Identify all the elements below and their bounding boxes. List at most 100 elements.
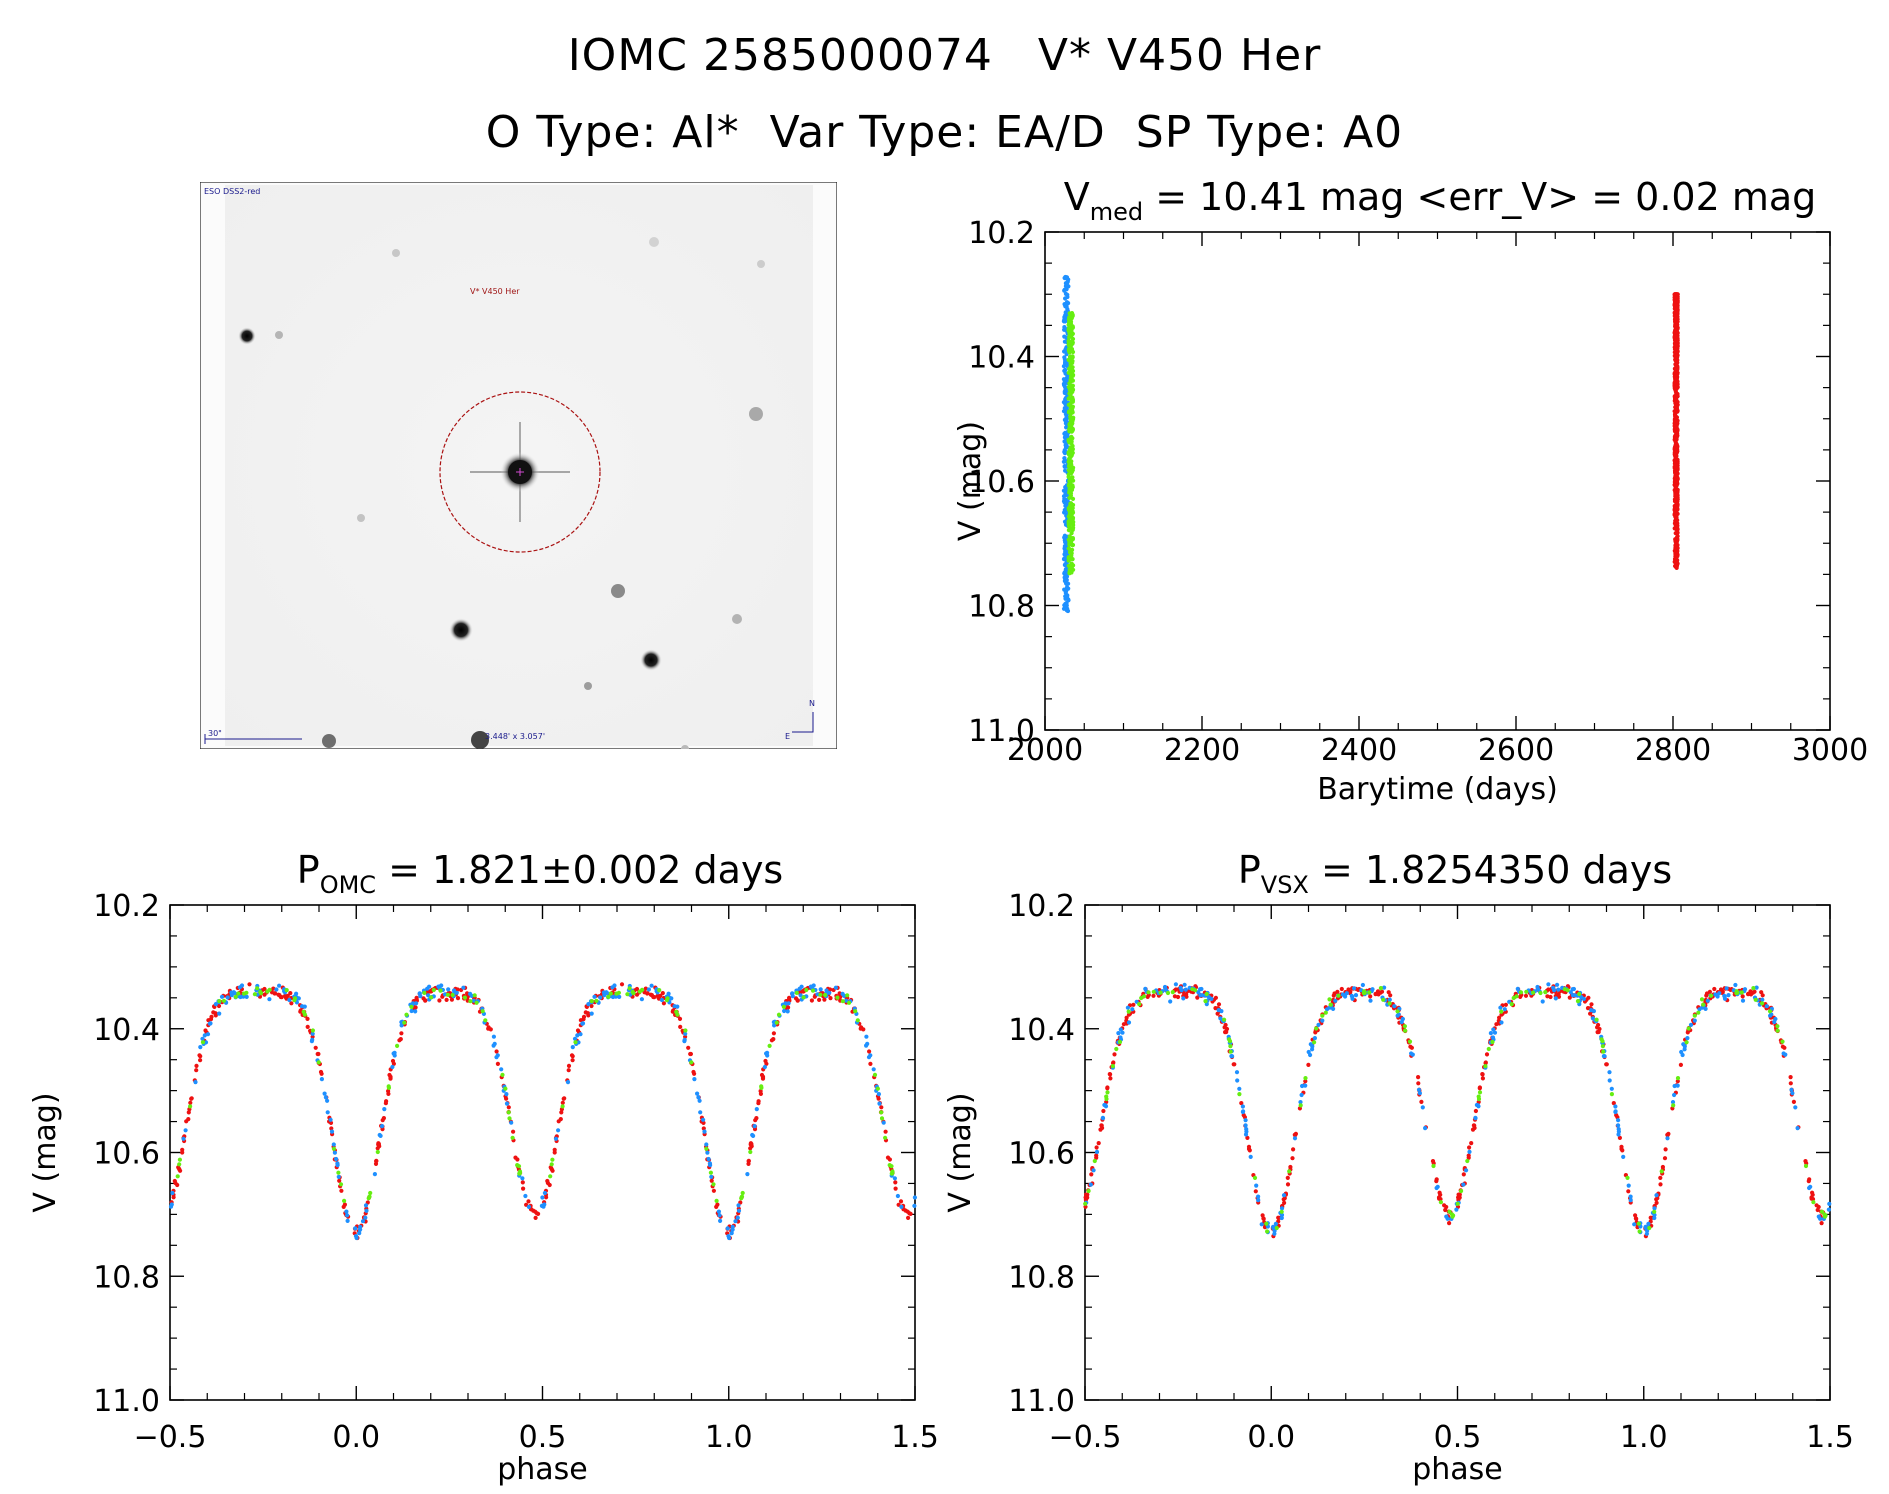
data-point: [1100, 1116, 1106, 1121]
data-point: [1438, 1197, 1443, 1202]
y-tick-label: 10.4: [968, 341, 1035, 376]
data-point: [1556, 987, 1561, 992]
data-point: [898, 1199, 904, 1204]
data-point: [438, 988, 443, 993]
data-point: [1360, 982, 1365, 988]
data-point: [1654, 1200, 1659, 1205]
data-point: [1760, 1001, 1765, 1006]
y-tick-label: 11.0: [93, 1384, 160, 1419]
data-point: [1298, 1100, 1303, 1105]
data-point: [1064, 606, 1069, 611]
data-point: [533, 1215, 538, 1220]
data-point: [1652, 1215, 1657, 1221]
data-point: [646, 987, 652, 992]
data-point: [1066, 384, 1072, 390]
data-point: [357, 1231, 362, 1236]
data-point: [217, 999, 222, 1004]
data-point: [1292, 1132, 1297, 1137]
data-point: [526, 1204, 532, 1209]
data-point: [717, 1213, 722, 1218]
data-point: [1402, 1024, 1407, 1029]
data-point: [1461, 1172, 1466, 1177]
data-point: [1674, 294, 1679, 299]
data-point: [1067, 395, 1072, 401]
data-point: [675, 1004, 680, 1009]
data-point: [503, 1086, 508, 1091]
data-point: [1752, 989, 1757, 994]
data-point: [1235, 1078, 1240, 1083]
data-point: [1791, 1099, 1796, 1104]
data-point: [733, 1219, 738, 1224]
data-point: [1589, 1002, 1594, 1007]
data-point: [1674, 543, 1679, 548]
data-point: [504, 1096, 509, 1101]
data-point: [334, 1156, 339, 1162]
data-point: [1173, 982, 1178, 987]
data-point: [1105, 1085, 1110, 1090]
data-point: [1465, 1158, 1470, 1164]
data-point: [1070, 360, 1075, 365]
data-point: [553, 1136, 559, 1141]
data-point: [402, 1020, 407, 1025]
data-point: [319, 1071, 324, 1076]
data-point: [1066, 326, 1071, 331]
data-point: [868, 1053, 873, 1058]
target-aperture-circle: [439, 391, 601, 553]
data-point: [686, 1045, 691, 1050]
data-point: [1581, 996, 1586, 1002]
data-point: [1672, 452, 1677, 457]
data-point: [1063, 431, 1068, 436]
data-point: [678, 1024, 683, 1029]
data-point: [1477, 1085, 1482, 1090]
data-point: [181, 1136, 186, 1141]
data-point: [1480, 1076, 1485, 1081]
data-point: [1807, 1185, 1812, 1191]
data-point: [876, 1096, 881, 1101]
data-point: [233, 994, 238, 1000]
x-axis-label: Barytime (days): [1317, 772, 1558, 807]
data-point: [1416, 1087, 1422, 1092]
data-point: [711, 1188, 717, 1193]
data-point: [879, 1110, 884, 1115]
data-point: [707, 1161, 713, 1166]
data-point: [1066, 277, 1071, 282]
data-point: [287, 997, 292, 1003]
data-point: [1336, 993, 1341, 998]
data-point: [1066, 563, 1071, 569]
data-point: [520, 1176, 525, 1181]
data-point: [697, 1098, 702, 1103]
data-point: [500, 1072, 505, 1077]
data-point: [1070, 368, 1075, 373]
data-point: [353, 1226, 358, 1231]
x-tick-label: 1.5: [1806, 1420, 1854, 1455]
data-point: [1070, 395, 1075, 400]
data-point: [1409, 1051, 1414, 1056]
data-point: [292, 996, 298, 1001]
data-point: [701, 1120, 706, 1125]
data-point: [1184, 994, 1189, 999]
data-point: [1069, 315, 1074, 320]
data-point: [1740, 998, 1746, 1003]
data-point: [1252, 1175, 1258, 1180]
y-tick-label: 10.4: [93, 1013, 160, 1048]
data-point: [1555, 982, 1560, 987]
data-point: [1070, 388, 1075, 393]
data-point: [1327, 997, 1332, 1002]
data-point: [771, 1031, 777, 1036]
data-point: [1070, 563, 1075, 568]
data-point: [823, 992, 828, 998]
data-point: [1279, 1206, 1285, 1211]
data-point: [865, 1041, 870, 1046]
data-point: [1819, 1221, 1824, 1226]
y-tick-label: 11.0: [1008, 1384, 1075, 1419]
data-point: [1613, 1104, 1618, 1109]
data-point: [1672, 422, 1678, 427]
data-point: [716, 1209, 722, 1214]
data-point: [1096, 1141, 1101, 1146]
data-point: [397, 1038, 402, 1043]
data-point: [255, 986, 260, 991]
data-point: [1665, 1132, 1670, 1137]
data-point: [1742, 987, 1748, 992]
data-point: [1673, 498, 1678, 503]
data-point: [323, 1095, 328, 1100]
